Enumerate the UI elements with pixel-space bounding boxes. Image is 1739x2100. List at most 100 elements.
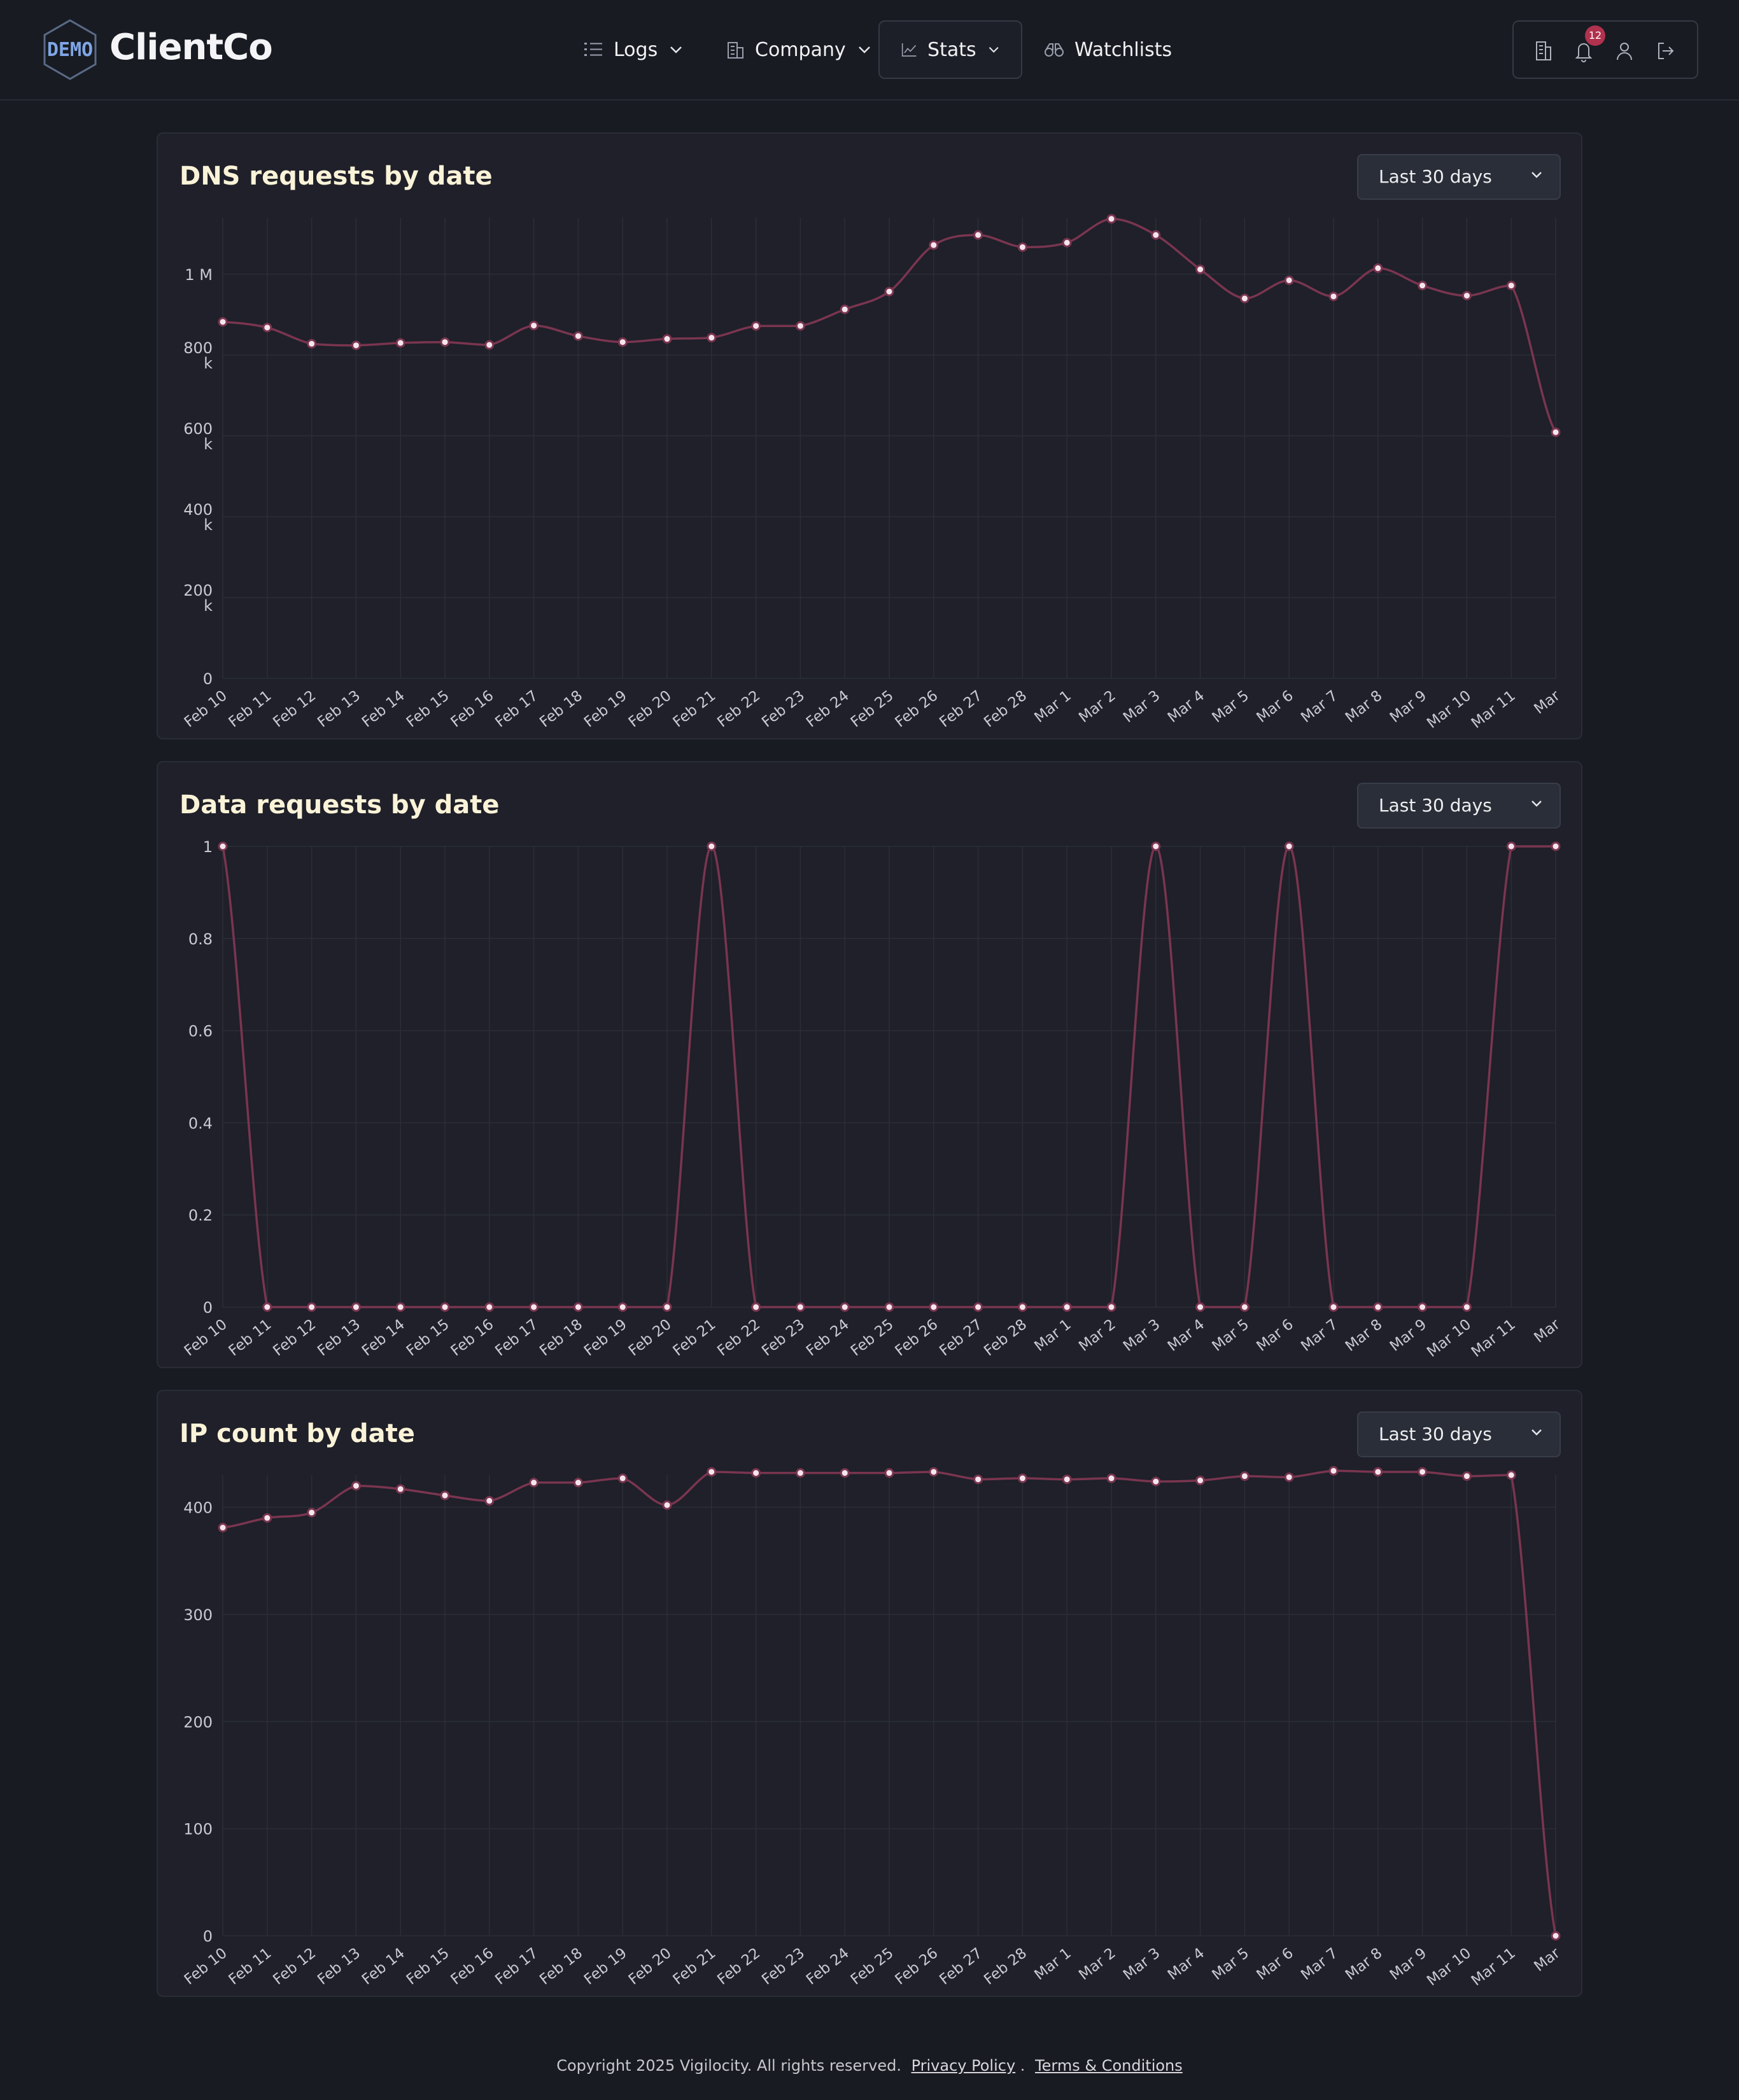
data-point (1373, 263, 1383, 273)
date-range-select[interactable]: Last 30 days (1357, 783, 1561, 829)
date-range-value: Last 30 days (1379, 166, 1492, 187)
data-point (529, 1302, 539, 1312)
nav-stats[interactable]: Stats (878, 20, 1022, 79)
date-range-select[interactable]: Last 30 days (1357, 154, 1561, 200)
data-point (351, 340, 361, 351)
data-point (1151, 841, 1161, 851)
terms-link[interactable]: Terms & Conditions (1035, 2057, 1183, 2075)
x-tick-label: Mar (1531, 1945, 1563, 1975)
data-point (1106, 1302, 1116, 1312)
chevron-down-icon (670, 46, 682, 53)
data-point (1106, 214, 1116, 224)
x-tick-label: Feb 18 (537, 1945, 586, 1988)
x-tick-label: Feb 28 (981, 687, 1030, 731)
y-tick-label: 0.4 (188, 1114, 213, 1132)
data-point (307, 1302, 317, 1312)
data-point (440, 337, 450, 347)
date-range-select[interactable]: Last 30 days (1357, 1411, 1561, 1457)
y-tick-label-part: 600 (183, 420, 213, 438)
data-point (395, 1302, 405, 1312)
nav-stats-label: Stats (927, 38, 976, 61)
privacy-policy-link[interactable]: Privacy Policy (911, 2057, 1016, 2075)
logo-icon: DEMO (43, 19, 97, 80)
y-tick-label: 400 k (183, 501, 213, 534)
data-point (1328, 291, 1339, 302)
date-range-value: Last 30 days (1379, 1424, 1492, 1445)
data-point (662, 334, 672, 344)
y-tick-label: 400 (183, 1499, 213, 1517)
user-actions: 12 (1512, 20, 1698, 79)
x-tick-label: Feb 24 (803, 687, 852, 731)
nav-watchlists[interactable]: Watchlists (1044, 20, 1172, 79)
card-title: IP count by date (180, 1419, 415, 1448)
data-point (617, 1302, 628, 1312)
y-tick-label: 0 (203, 670, 213, 688)
x-tick-label: Mar 8 (1342, 687, 1385, 726)
data-point (1195, 1302, 1206, 1312)
building-icon (728, 42, 743, 59)
company-building-icon[interactable] (1533, 39, 1553, 62)
data-point (707, 333, 717, 343)
data-point (351, 1302, 361, 1312)
y-tick-label: 200 k (183, 582, 213, 615)
footer-separator: . (1020, 2057, 1025, 2075)
logout-icon[interactable] (1655, 39, 1675, 62)
card-title: DNS requests by date (180, 162, 493, 191)
x-tick-label: Mar 3 (1120, 687, 1163, 726)
notification-badge: 12 (1585, 25, 1605, 46)
x-tick-label: Mar 9 (1387, 687, 1430, 726)
x-tick-label: Feb 10 (181, 1316, 230, 1359)
x-tick-label: Feb 21 (670, 1945, 719, 1988)
y-tick-label-part: 200 (183, 582, 213, 599)
data-point (262, 1513, 272, 1523)
data-point (529, 321, 539, 331)
x-tick-label: Mar 5 (1209, 1945, 1252, 1984)
user-icon[interactable] (1614, 39, 1635, 62)
top-navigation-bar: DEMO ClientCo Logs Company Stats Watchli… (0, 0, 1739, 101)
data-point (662, 1302, 672, 1312)
data-point (1373, 1467, 1383, 1477)
x-tick-label: Mar (1531, 1316, 1563, 1347)
x-tick-label: Mar 1 (1031, 687, 1074, 726)
data-point (1151, 1476, 1161, 1487)
x-tick-label: Mar 6 (1253, 1945, 1296, 1984)
y-tick-label: 300 (183, 1606, 213, 1624)
x-tick-label: Feb 20 (626, 1945, 675, 1988)
x-tick-label: Feb 20 (626, 687, 675, 731)
data-point (1239, 1302, 1250, 1312)
data-point (1551, 1931, 1561, 1941)
x-tick-label: Feb 24 (803, 1316, 852, 1359)
y-tick-label: 0.8 (188, 930, 213, 948)
x-tick-label: Feb 13 (314, 687, 363, 731)
x-tick-label: Feb 21 (670, 1316, 719, 1359)
bell-icon[interactable] (1574, 39, 1594, 62)
data-point (262, 1302, 272, 1312)
data-point (795, 1302, 805, 1312)
x-tick-label: Mar 5 (1209, 687, 1252, 726)
nav-logs[interactable]: Logs (584, 20, 683, 79)
data-point (218, 1523, 228, 1533)
x-tick-label: Feb 16 (448, 1316, 497, 1359)
data-point (484, 340, 495, 350)
data-point (484, 1302, 495, 1312)
data-point (751, 1302, 761, 1312)
y-tick-label: 800 k (183, 339, 213, 372)
data-point (218, 317, 228, 327)
data-point (1461, 291, 1472, 301)
series-line (222, 218, 1557, 433)
chevron-down-icon (1531, 172, 1542, 178)
x-tick-label: Mar 3 (1120, 1945, 1163, 1984)
data-point (573, 331, 583, 341)
chevron-down-icon (989, 46, 999, 53)
y-tick-label-part: k (204, 597, 213, 615)
series-line (222, 1469, 1557, 1936)
data-point (1461, 1471, 1472, 1481)
data-point (929, 240, 939, 250)
x-tick-label: Feb 15 (404, 1316, 453, 1359)
nav-company[interactable]: Company (726, 20, 871, 79)
y-tick-label: 600 k (183, 420, 213, 453)
x-tick-label: Feb 17 (492, 1945, 541, 1988)
data-point (707, 841, 717, 851)
data-point (1284, 841, 1294, 851)
